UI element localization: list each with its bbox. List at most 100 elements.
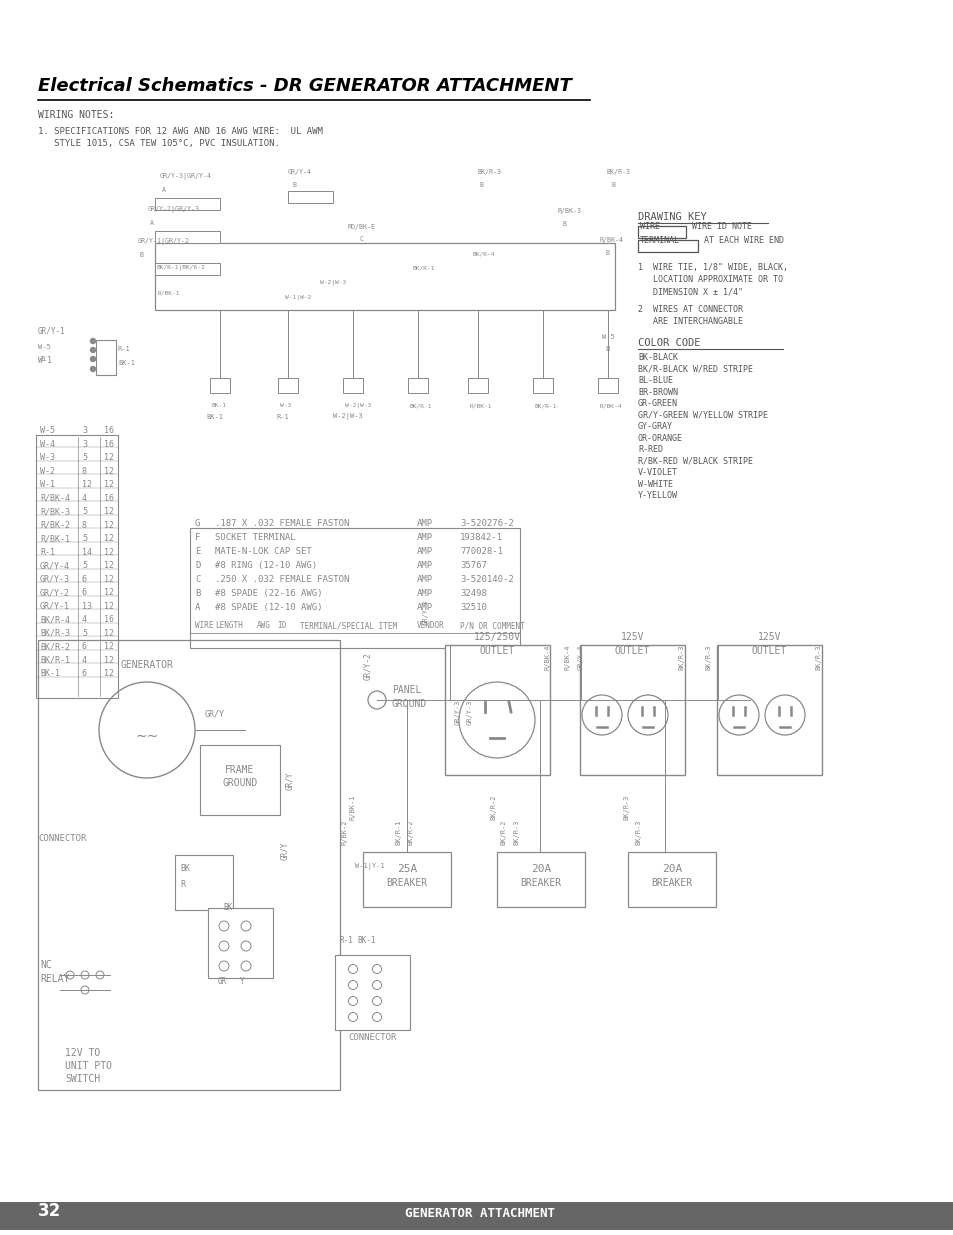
Text: BK/R-1: BK/R-1 — [410, 403, 432, 408]
Text: BK: BK — [223, 903, 232, 911]
Text: WIRE: WIRE — [194, 621, 213, 630]
Text: GR/Y-1: GR/Y-1 — [38, 326, 66, 335]
Text: W-1: W-1 — [40, 480, 55, 489]
Bar — [627, 852, 716, 906]
Text: GR/Y-3: GR/Y-3 — [40, 574, 70, 583]
Text: WIRE ID NOTE: WIRE ID NOTE — [691, 222, 751, 231]
Text: BK/R-1: BK/R-1 — [535, 403, 557, 408]
Text: R/BK-4: R/BK-4 — [40, 494, 70, 503]
Text: 13: 13 — [82, 601, 91, 610]
Bar — [154, 263, 220, 275]
Text: B: B — [140, 252, 144, 258]
Text: UNIT PTO: UNIT PTO — [65, 1061, 112, 1071]
Text: LENGTH: LENGTH — [214, 621, 242, 630]
Bar — [154, 231, 220, 243]
Text: OUTLET: OUTLET — [479, 646, 515, 656]
Text: GR/Y: GR/Y — [205, 709, 225, 718]
Text: 5: 5 — [82, 629, 87, 637]
Text: 12: 12 — [104, 574, 113, 583]
Text: W-2|W-3: W-2|W-3 — [333, 412, 362, 420]
Bar — [208, 908, 273, 978]
Text: BK/R-4: BK/R-4 — [40, 615, 70, 624]
Text: 5: 5 — [82, 534, 87, 543]
Text: 32498: 32498 — [459, 589, 486, 598]
Text: OR-ORANGE: OR-ORANGE — [638, 433, 682, 442]
Text: 770028-1: 770028-1 — [459, 547, 502, 556]
Text: AWG: AWG — [256, 621, 271, 630]
Text: BK/R-2: BK/R-2 — [407, 820, 413, 845]
Bar — [210, 378, 230, 393]
Text: 35767: 35767 — [459, 561, 486, 571]
Text: AT EACH WIRE END: AT EACH WIRE END — [703, 236, 783, 245]
Text: DRAWING KEY: DRAWING KEY — [638, 212, 706, 222]
Text: 20A: 20A — [661, 863, 681, 873]
Text: 5: 5 — [82, 561, 87, 571]
Text: F: F — [194, 534, 200, 542]
Text: B: B — [194, 589, 200, 598]
Text: R/BK-1: R/BK-1 — [158, 290, 180, 295]
Text: B: B — [604, 346, 609, 352]
Circle shape — [91, 357, 95, 362]
Bar — [579, 645, 684, 776]
Text: 8: 8 — [82, 467, 87, 475]
Text: R: R — [180, 881, 185, 889]
Text: V-VIOLET: V-VIOLET — [638, 468, 678, 477]
Bar — [38, 640, 339, 1091]
Text: B: B — [612, 182, 616, 188]
Text: BK-BLACK: BK-BLACK — [638, 353, 678, 362]
Text: B: B — [562, 221, 566, 227]
Text: 12: 12 — [104, 629, 113, 637]
Text: BK/R-3: BK/R-3 — [606, 169, 630, 175]
Text: GR/Y: GR/Y — [280, 841, 289, 860]
Text: LOCATION APPROXIMATE OR TO: LOCATION APPROXIMATE OR TO — [638, 275, 782, 284]
Text: SOCKET TERMINAL: SOCKET TERMINAL — [214, 534, 295, 542]
Text: 1. SPECIFICATIONS FOR 12 AWG AND 16 AWG WIRE:  UL AWM: 1. SPECIFICATIONS FOR 12 AWG AND 16 AWG … — [38, 127, 322, 136]
Text: 3-520276-2: 3-520276-2 — [459, 519, 514, 529]
Text: 25A: 25A — [396, 863, 416, 873]
Text: 12V TO: 12V TO — [65, 1049, 100, 1058]
Text: RELAY: RELAY — [40, 974, 70, 984]
Bar — [36, 435, 118, 698]
Text: 8: 8 — [82, 520, 87, 530]
Text: R-1: R-1 — [339, 936, 354, 945]
Text: BK: BK — [180, 864, 190, 873]
Text: 6: 6 — [82, 574, 87, 583]
Text: B: B — [40, 356, 44, 362]
Text: A: A — [162, 186, 166, 193]
Text: 12: 12 — [104, 601, 113, 610]
Text: GR/Y-GREEN W/YELLOW STRIPE: GR/Y-GREEN W/YELLOW STRIPE — [638, 410, 767, 420]
Text: 6: 6 — [82, 588, 87, 597]
Text: Y: Y — [240, 977, 244, 986]
Text: WIRING NOTES:: WIRING NOTES: — [38, 110, 114, 120]
Text: OUTLET: OUTLET — [751, 646, 786, 656]
Text: 12: 12 — [104, 656, 113, 664]
Text: W-3: W-3 — [40, 453, 55, 462]
Text: GR/Y-2|GR/Y-3: GR/Y-2|GR/Y-3 — [148, 206, 200, 212]
Text: R/BK-4: R/BK-4 — [544, 645, 551, 671]
Text: R/BK-1: R/BK-1 — [350, 794, 355, 820]
Text: OUTLET: OUTLET — [615, 646, 649, 656]
Text: B: B — [605, 249, 609, 256]
Text: BK/R-3: BK/R-3 — [814, 645, 821, 671]
Text: BK/R-1: BK/R-1 — [413, 266, 435, 270]
Text: 3-520140-2: 3-520140-2 — [459, 576, 514, 584]
Text: GR/Y-3: GR/Y-3 — [467, 699, 473, 725]
Bar — [638, 226, 685, 238]
Text: NC: NC — [40, 960, 51, 969]
Text: MATE-N-LOK CAP SET: MATE-N-LOK CAP SET — [214, 547, 312, 556]
Text: 16: 16 — [104, 494, 113, 503]
Text: R/BK-RED W/BLACK STRIPE: R/BK-RED W/BLACK STRIPE — [638, 457, 752, 466]
Text: R-1: R-1 — [276, 414, 289, 420]
Text: GR/Y-1: GR/Y-1 — [40, 601, 70, 610]
Text: COLOR CODE: COLOR CODE — [638, 338, 700, 348]
Text: 16: 16 — [104, 426, 113, 435]
Text: 5: 5 — [82, 453, 87, 462]
Text: GR/Y-4: GR/Y-4 — [40, 561, 70, 571]
Text: AMP: AMP — [416, 589, 433, 598]
Text: Electrical Schematics - DR GENERATOR ATTACHMENT: Electrical Schematics - DR GENERATOR ATT… — [38, 77, 571, 95]
Text: ∼∼: ∼∼ — [135, 729, 158, 743]
Text: BL-BLUE: BL-BLUE — [638, 375, 672, 385]
Text: W-1|Y-1: W-1|Y-1 — [355, 863, 384, 869]
Bar — [0, 1202, 953, 1230]
Text: IO: IO — [276, 621, 286, 630]
